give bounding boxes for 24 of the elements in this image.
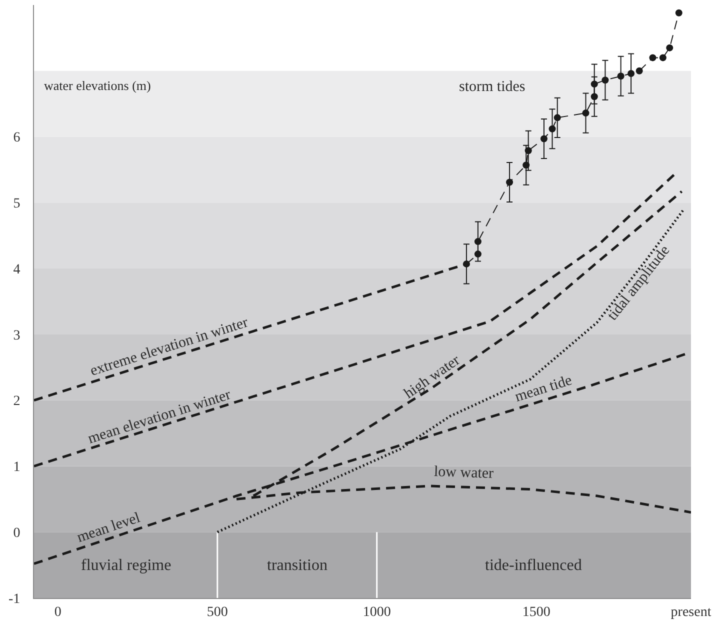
y-tick-label: 6 <box>13 130 20 146</box>
x-tick-label: 1000 <box>362 604 391 620</box>
y-axis-title: water elevations (m) <box>44 78 151 93</box>
y-tick-label: -1 <box>8 592 20 607</box>
annotation: transition <box>267 557 328 574</box>
text: extreme elevation in winter <box>88 314 250 380</box>
annotation: mean tide <box>513 372 574 406</box>
y-tick-label: 2 <box>13 394 20 410</box>
y-tick-label: 3 <box>13 328 20 344</box>
text: mean elevation in winter <box>86 386 233 448</box>
series-label: low water <box>434 464 494 482</box>
y-tick-label: 0 <box>13 526 20 542</box>
y-tick-label: 4 <box>13 262 20 278</box>
text: high water <box>402 352 463 402</box>
text: mean level <box>75 510 142 546</box>
x-tick-label: 500 <box>206 604 228 620</box>
y-tick-label: 5 <box>13 196 20 212</box>
text: storm tides <box>459 79 526 95</box>
y-tick-label: 1 <box>13 460 20 476</box>
x-tick-label: 1500 <box>522 604 550 620</box>
annotation: tide-influenced <box>485 557 582 574</box>
x-tick-label: 0 <box>54 604 62 620</box>
annotation: fluvial regime <box>81 557 172 574</box>
x-tick-label: present <box>670 604 712 620</box>
